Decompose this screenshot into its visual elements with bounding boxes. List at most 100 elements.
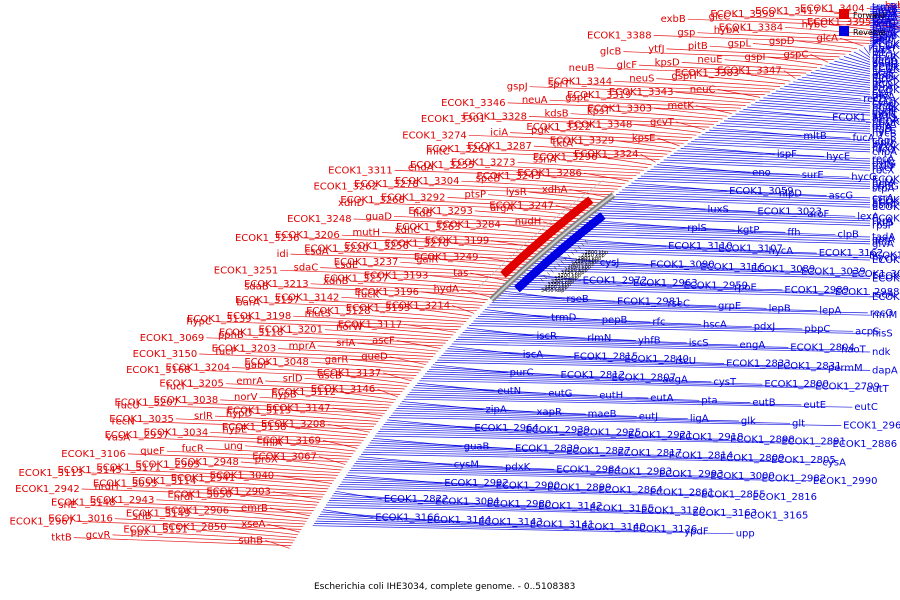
reverse-gene-label: eutC [854, 402, 877, 413]
forward-gene-label: ECOK1_3067 [252, 452, 317, 463]
reverse-gene-label: ECOK1_2900 [496, 480, 561, 491]
reverse-gene-label: ECOK1_2827 [566, 446, 631, 457]
reverse-leader-line [553, 244, 817, 254]
reverse-gene-label: ECOK1_2861 [650, 487, 715, 498]
reverse-gene-label: xapR [537, 407, 562, 418]
reverse-gene-label: ECOK1_3228 [872, 30, 900, 41]
reverse-leader-line [709, 129, 851, 139]
reverse-leader-line [374, 435, 831, 445]
forward-leader-line [549, 99, 742, 109]
forward-gene-label: emrB [241, 503, 268, 514]
legend-swatch-reverse [839, 26, 849, 36]
forward-leader-line [238, 350, 431, 360]
forward-leader-line [159, 483, 327, 492]
forward-leader-line [785, 26, 889, 36]
forward-gene-label: ECOK1_3151 [123, 525, 188, 536]
tick-mark [577, 245, 581, 250]
forward-gene-label: suhB [238, 535, 263, 546]
reverse-leader-line [510, 283, 833, 293]
reverse-leader-line [806, 74, 871, 84]
reverse-leader-line [556, 242, 767, 252]
forward-leader-line [460, 288, 491, 298]
forward-gene-label: ssnA [533, 155, 557, 166]
forward-leader-line [231, 510, 309, 519]
reverse-leader-line [869, 19, 900, 24]
forward-leader-line [599, 156, 652, 166]
forward-gene-label: csdE [335, 260, 358, 271]
forward-gene-label: ECOK1_3171 [96, 462, 161, 473]
forward-gene-label: ECOK1_3404 [800, 3, 865, 14]
reverse-leader-line [653, 166, 800, 176]
forward-gene-label: ECOK1_3249 [414, 252, 479, 263]
forward-leader-line [675, 91, 756, 101]
forward-gene-label: ECOK1_3196 [355, 287, 420, 298]
forward-gene-label: tktA [553, 138, 574, 149]
reverse-gene-label: recB [872, 101, 895, 112]
forward-gene-label: ECOK1_3220 [304, 244, 369, 255]
forward-leader-line [377, 388, 399, 398]
forward-leader-line [776, 13, 900, 21]
reverse-leader-line [673, 152, 871, 162]
reverse-leader-line [723, 120, 871, 130]
forward-gene-label: neuS [629, 74, 654, 85]
reverse-leader-line [677, 150, 871, 160]
reverse-gene-label: ECOK1_2864 [598, 485, 663, 496]
forward-gene-label: fhlA [262, 438, 282, 449]
forward-gene-label: ECOK1_3251 [214, 265, 279, 276]
forward-leader-line [350, 359, 424, 368]
reverse-gene-label: ECOK1_2964 [474, 423, 539, 434]
forward-gene-label: iciA [490, 128, 508, 139]
reverse-leader-line [347, 472, 811, 482]
forward-gene-arrow [534, 239, 542, 247]
forward-leader-line [199, 353, 429, 363]
forward-leader-line [301, 299, 480, 309]
reverse-gene-label: rplS [687, 223, 707, 234]
forward-leader-line [78, 504, 312, 514]
forward-leader-line [866, 8, 900, 13]
reverse-leader-line [460, 334, 687, 344]
reverse-gene-label: ECOK1_3089 [751, 264, 816, 275]
reverse-gene-label: ECOK1_2985 [872, 292, 900, 303]
forward-gene-label: hypB [271, 390, 297, 401]
reverse-gene-label: kduD [872, 57, 898, 68]
reverse-gene-label: ECOK1_3039 [801, 267, 866, 278]
reverse-gene-label: ECOK1_3107 [718, 244, 783, 255]
reverse-gene-label: pepB [602, 315, 628, 326]
reverse-gene-label: ECOK1_3022 [872, 214, 900, 225]
reverse-gene-label: ftsB [872, 124, 891, 135]
reverse-leader-line [336, 488, 751, 498]
forward-leader-line [633, 94, 751, 104]
forward-leader-line [698, 75, 786, 85]
reverse-leader-line [383, 424, 575, 433]
forward-gene-label: ECOK1_3213 [244, 279, 309, 290]
forward-gene-label: ECOK1_3273 [451, 157, 516, 168]
forward-leader-line [353, 218, 570, 228]
reverse-gene-label: clpB [837, 230, 859, 241]
reverse-gene-label: hycE [826, 152, 850, 163]
forward-leader-line [198, 480, 329, 490]
forward-leader-line [253, 318, 462, 328]
reverse-gene-label: pdxJ [754, 322, 776, 333]
forward-gene-label: kpsD [655, 57, 680, 68]
forward-leader-line [709, 45, 846, 55]
forward-gene-label: ECOK1_3035 [109, 414, 174, 425]
forward-leader-line [741, 72, 791, 82]
reverse-gene-label: ECOK1_2992 [444, 478, 509, 489]
reverse-gene-label: stpA [872, 184, 894, 195]
reverse-leader-line [759, 99, 871, 109]
reverse-leader-line [843, 56, 871, 65]
tick-label: 3000 kbp [571, 262, 595, 268]
reverse-leader-line [869, 42, 875, 51]
forward-gene-label: xdhB [323, 276, 349, 287]
forward-gene-label: ECOK1_3169 [256, 435, 321, 446]
forward-leader-line [117, 502, 314, 511]
forward-gene-label: ECOK1_3237 [334, 257, 399, 268]
forward-gene-label: hypC [186, 317, 212, 328]
forward-gene-label: srlA [336, 338, 355, 349]
forward-gene-label: ECOK1_3038 [154, 395, 219, 406]
forward-gene-label: queD [361, 352, 388, 363]
reverse-gene-label: csrA [872, 193, 894, 204]
forward-gene-label: ECOK1_3324 [574, 149, 639, 160]
forward-gene-arrow [543, 232, 551, 240]
reverse-leader-line [869, 15, 900, 19]
